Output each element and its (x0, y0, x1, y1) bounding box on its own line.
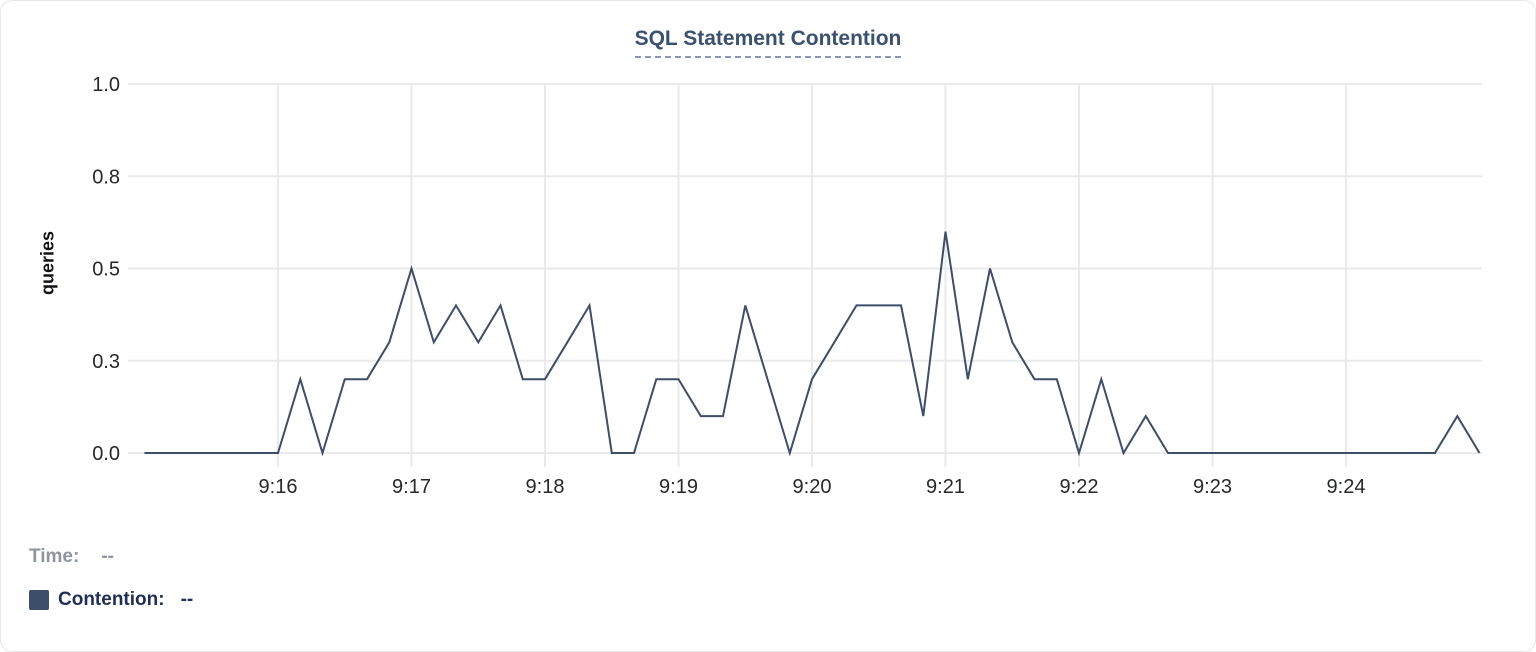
gridlines (128, 83, 1482, 467)
contention-line-chart[interactable]: 0.0 0.3 0.5 0.8 1.0 9:16 9:17 9:18 9:19 9:20 9:21 9… (1, 1, 1536, 513)
svg-text:9:16: 9:16 (259, 476, 298, 498)
contention-line (144, 231, 1481, 457)
contention-label: Contention: (58, 589, 165, 610)
svg-text:9:24: 9:24 (1327, 476, 1366, 498)
time-label: Time: (29, 546, 80, 567)
svg-text:1.0: 1.0 (92, 74, 120, 96)
axis-tick-labels: 0.0 0.3 0.5 0.8 1.0 9:16 9:17 9:18 9:19 9:20 9:21 9… (92, 74, 1365, 498)
svg-text:9:19: 9:19 (659, 476, 698, 498)
svg-text:0.5: 0.5 (92, 259, 120, 281)
svg-text:0.8: 0.8 (92, 166, 120, 188)
tooltip-contention-row: Contention: -- (29, 589, 193, 611)
svg-text:0.0: 0.0 (92, 443, 120, 465)
time-value: -- (101, 546, 114, 567)
chart-legend: Time: -- Contention: -- (29, 546, 193, 611)
svg-text:9:23: 9:23 (1193, 476, 1232, 498)
svg-text:9:21: 9:21 (926, 476, 965, 498)
svg-text:0.3: 0.3 (92, 351, 120, 373)
svg-text:9:17: 9:17 (392, 476, 431, 498)
svg-text:9:20: 9:20 (793, 476, 832, 498)
contention-series-swatch-icon (29, 590, 49, 610)
y-axis-label: queries (37, 230, 58, 296)
contention-value: -- (180, 589, 194, 610)
svg-text:9:22: 9:22 (1060, 476, 1099, 498)
chart-title[interactable]: SQL Statement Contention (634, 27, 902, 58)
svg-text:9:18: 9:18 (526, 476, 565, 498)
chart-title-row: SQL Statement Contention (1, 27, 1535, 58)
tooltip-time-row: Time: -- (29, 546, 193, 568)
